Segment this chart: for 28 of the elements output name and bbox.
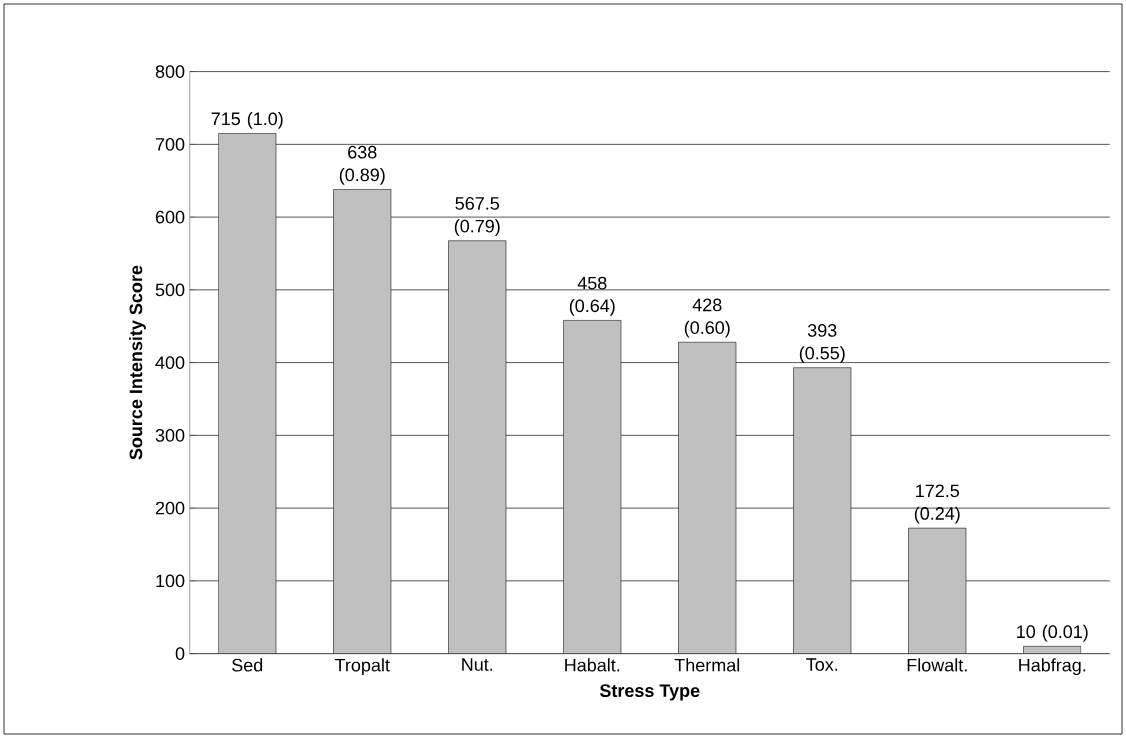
y-tick-label: 800 — [155, 65, 185, 78]
data-label: 428 (0.60) — [684, 298, 730, 338]
data-label: 458 (0.64) — [569, 276, 615, 316]
data-label: 10 (0.01) — [1017, 624, 1088, 642]
y-tick-label: 400 — [155, 356, 185, 369]
y-axis-title: Source Intensity Score — [129, 265, 146, 460]
y-tick-label: 500 — [155, 283, 185, 297]
y-tick-label: 100 — [156, 574, 185, 588]
x-tick-label: Tropalt — [334, 658, 390, 676]
data-label: 715 (1.0) — [211, 111, 283, 129]
y-tick-label: 300 — [155, 428, 185, 442]
y-tick-label: 600 — [155, 210, 185, 224]
data-label: 393 (0.55) — [799, 324, 845, 363]
x-tick-label: Habfrag. — [1019, 658, 1086, 676]
y-tick-label: 700 — [155, 137, 185, 151]
x-tick-label: Sed — [232, 658, 263, 672]
data-label: 638 (0.89) — [339, 145, 385, 185]
y-tick-label: 0 — [175, 647, 185, 660]
data-label: 172.5 (0.24) — [914, 484, 960, 524]
data-label: 567.5 (0.79) — [454, 197, 500, 237]
bar — [1023, 646, 1082, 654]
x-tick-label: Thermal — [674, 658, 740, 672]
y-tick-label: 200 — [155, 501, 185, 515]
x-axis-title: Stress Type — [599, 684, 700, 701]
x-tick-label: Flowalt. — [907, 658, 967, 672]
x-tick-label: Habalt. — [565, 658, 620, 672]
x-tick-label: Nut. — [462, 658, 493, 671]
x-tick-label: Tox. — [806, 658, 838, 671]
